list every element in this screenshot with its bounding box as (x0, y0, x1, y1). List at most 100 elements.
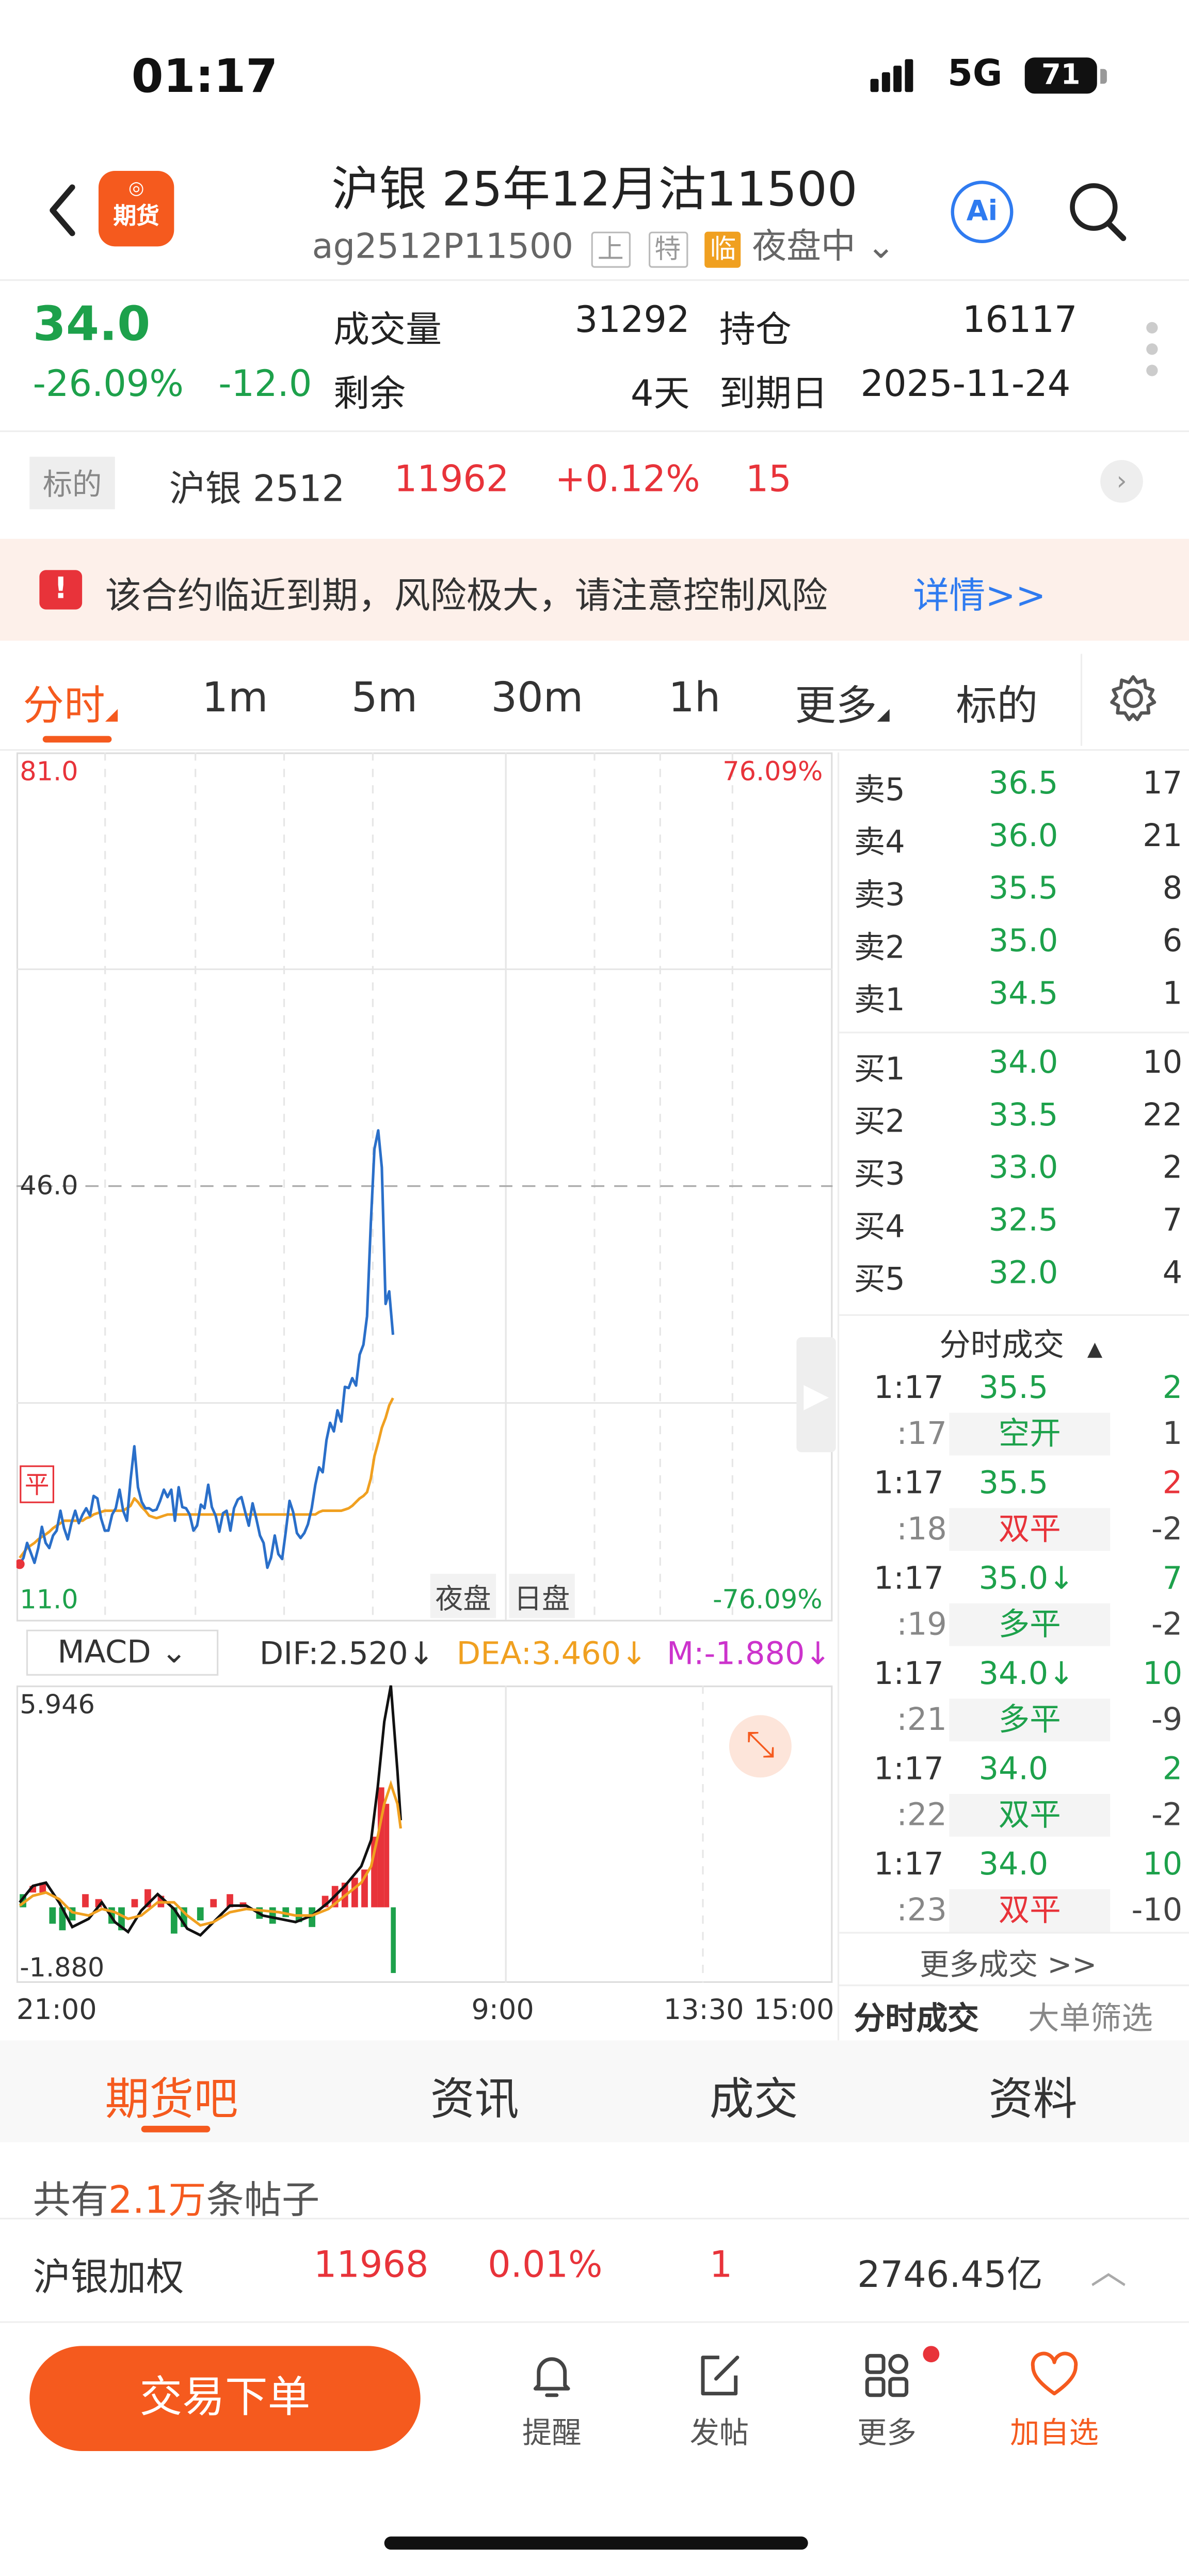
bid-label: 买4 (854, 1209, 905, 1246)
bid-price: 32.0 (988, 1255, 1058, 1292)
tab-big-orders[interactable]: 大单筛选 (1028, 2001, 1153, 2038)
macd-lines (19, 1685, 403, 1937)
expiring-tag: 临 (704, 231, 741, 268)
bid-row[interactable]: 买3 33.0 2 (838, 1150, 1182, 1199)
index-amount: 2746.45亿 (857, 2255, 1043, 2297)
content-tabs: 期货吧 资讯 成交 资料 (0, 2040, 1189, 2142)
ai-button[interactable]: Ai (951, 181, 1014, 243)
contract-subtitle: ag2512P11500 上 特 临 夜盘中 ⌄ (312, 220, 895, 269)
macd-selector[interactable]: MACD ⌄ (26, 1629, 219, 1676)
macd-bar (197, 1907, 204, 1921)
trade-type: 双平 (949, 1794, 1111, 1837)
bid-row[interactable]: 买4 32.5 7 (838, 1202, 1182, 1251)
average-price-line (19, 1397, 394, 1559)
ask-row[interactable]: 卖2 35.0 6 (838, 923, 1182, 972)
edit-icon (701, 2356, 740, 2396)
trade-row: 1:17 34.0 2:22 双平 -2 (838, 1751, 1182, 1843)
ask-volume: 8 (1162, 870, 1183, 907)
macd-bar (49, 1907, 56, 1924)
expiry-label: 到期日 (719, 374, 828, 416)
back-button[interactable] (39, 178, 88, 243)
remaining-value: 4天 (631, 374, 690, 416)
nav-watchlist[interactable]: 加自选 (989, 2349, 1120, 2453)
y-axis-mid: 46.0 (20, 1169, 78, 1201)
bid-volume: 2 (1162, 1150, 1183, 1186)
session-selector[interactable]: 夜盘中 ⌄ (752, 227, 896, 266)
open-interest-value: 16117 (962, 300, 1078, 342)
change-percent: -26.09% (33, 364, 184, 406)
notice-details-link[interactable]: 详情>> (913, 576, 1046, 618)
expand-right-handle[interactable]: ▶ (796, 1337, 836, 1453)
macd-bar (269, 1907, 276, 1924)
remaining-label: 剩余 (333, 374, 406, 416)
tab-news[interactable]: 资讯 (430, 2075, 519, 2126)
x-axis-label: 13:30 (663, 1994, 744, 2027)
index-change: 1 (709, 2246, 733, 2287)
tab-forum[interactable]: 期货吧 (105, 2075, 238, 2126)
bid-volume: 10 (1143, 1044, 1183, 1081)
trade-price: 34.0 (978, 1751, 1049, 1788)
trades-title[interactable]: 分时成交 ▲ (939, 1327, 1103, 1364)
bid-row[interactable]: 买1 34.0 10 (838, 1045, 1182, 1094)
bid-row[interactable]: 买5 32.0 4 (838, 1255, 1182, 1304)
nav-more[interactable]: 更多 (821, 2346, 953, 2453)
trade-type: 双平 (949, 1889, 1111, 1932)
ask-price: 34.5 (988, 976, 1058, 1012)
ask-row[interactable]: 卖5 36.5 17 (838, 766, 1182, 815)
trade-price: 35.5 (978, 1465, 1049, 1502)
tab-1h[interactable]: 1h (668, 673, 721, 722)
start-point (16, 1559, 25, 1569)
tab-info[interactable]: 资料 (988, 2075, 1078, 2126)
y-axis-top: 81.0 (20, 755, 78, 787)
trade-type: 多平 (949, 1603, 1111, 1646)
macd-bar (351, 1878, 358, 1907)
trade-second: :17 (896, 1416, 947, 1453)
trade-oi-change: -2 (1151, 1511, 1183, 1548)
home-indicator (384, 2536, 808, 2550)
weighted-index-bar[interactable]: 沪银加权 11968 0.01% 1 2746.45亿 ︿ (0, 2218, 1189, 2323)
special-tag: 特 (648, 231, 687, 268)
macd-bar (309, 1907, 316, 1927)
bid-row[interactable]: 买2 33.5 22 (838, 1098, 1182, 1147)
tab-30m[interactable]: 30m (491, 673, 584, 722)
bid-price: 33.0 (988, 1150, 1058, 1186)
nav-reminder[interactable]: 提醒 (486, 2349, 618, 2453)
chevron-up-icon[interactable]: ︿ (1090, 2252, 1127, 2294)
tab-fenshi[interactable]: 分时◢ (23, 681, 118, 729)
ask-row[interactable]: 卖1 34.5 1 (838, 976, 1182, 1025)
notice-text: 该合约临近到期，风险极大，请注意控制风险 (105, 576, 828, 618)
tab-more[interactable]: 更多◢ (795, 681, 890, 729)
pct-axis-top: 76.09% (722, 755, 823, 787)
underlying-row[interactable]: 标的 沪银 2512 11962 +0.12% 15 › (0, 443, 1189, 526)
tab-trades[interactable]: 分时成交 (854, 2001, 979, 2038)
tab-deals[interactable]: 成交 (709, 2075, 798, 2126)
settings-button[interactable] (1108, 674, 1158, 729)
bid-label: 买1 (854, 1051, 905, 1088)
trade-volume: 2 (1162, 1465, 1183, 1502)
trade-second: :18 (896, 1511, 947, 1548)
pct-axis-bottom: -76.09% (713, 1583, 823, 1615)
tab-1m[interactable]: 1m (202, 673, 268, 722)
ask-label: 卖5 (854, 772, 905, 808)
trade-oi-change: 1 (1162, 1416, 1183, 1453)
nav-post[interactable]: 发帖 (654, 2349, 785, 2453)
ask-row[interactable]: 卖3 35.5 8 (838, 871, 1182, 920)
more-trades-link[interactable]: 更多成交 >> (920, 1948, 1097, 1983)
ask-volume: 17 (1143, 765, 1183, 802)
intraday-chart[interactable]: 81.0 76.09% 46.0 11.0 -76.09% 平 夜盘 日盘 ▶ … (16, 752, 836, 2040)
more-dots-icon[interactable] (1146, 322, 1163, 376)
tab-underlying[interactable]: 标的 (956, 681, 1038, 729)
grid-icon (865, 2354, 909, 2397)
ping-marker: 平 (20, 1465, 55, 1503)
chevron-right-icon: › (1100, 460, 1143, 503)
index-pct: 0.01% (488, 2246, 603, 2287)
fullscreen-button[interactable]: ⤡ (729, 1715, 792, 1778)
tab-5m[interactable]: 5m (351, 673, 418, 722)
trade-row: 1:17 35.5 2:18 双平 -2 (838, 1466, 1182, 1557)
search-button[interactable] (1064, 178, 1130, 243)
macd-axis-top: 5.946 (20, 1689, 95, 1720)
trade-button[interactable]: 交易下单 (29, 2346, 421, 2451)
ask-row[interactable]: 卖4 36.0 21 (838, 818, 1182, 867)
expiry-value: 2025-11-24 (860, 364, 1071, 406)
y-axis-bottom: 11.0 (20, 1583, 78, 1615)
